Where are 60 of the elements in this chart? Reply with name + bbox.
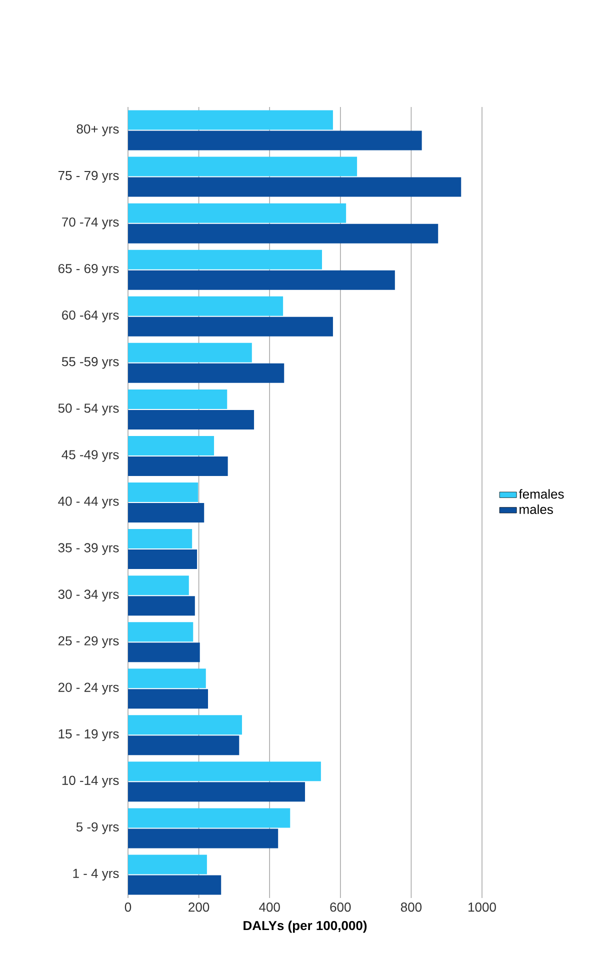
y-tick-label: 45 -49 yrs — [62, 450, 119, 462]
y-tick-label: 50 - 54 yrs — [58, 404, 119, 416]
bar — [128, 224, 438, 244]
bar — [128, 177, 462, 197]
bar — [128, 250, 322, 270]
x-tick-label: 400 — [259, 902, 280, 912]
y-tick-label: 15 - 19 yrs — [58, 729, 119, 742]
bar — [128, 529, 192, 549]
bar — [128, 270, 395, 290]
bar — [128, 576, 189, 596]
y-tick-label: 10 -14 yrs — [62, 776, 119, 788]
x-tick-label: 800 — [400, 902, 422, 912]
bar — [128, 782, 306, 802]
bar — [128, 156, 358, 176]
bar — [128, 316, 333, 336]
bar — [128, 110, 333, 130]
x-tick-label: 0 — [124, 902, 132, 912]
bar — [128, 436, 214, 456]
bar — [128, 203, 346, 223]
bar — [128, 762, 321, 782]
bar — [128, 503, 204, 523]
bar — [128, 715, 242, 735]
bar — [128, 456, 228, 476]
y-tick-label: 5 -9 yrs — [76, 822, 119, 834]
x-tick-label: 200 — [188, 902, 210, 912]
x-axis-title: DALYs (per 100,000) — [244, 920, 367, 933]
bar — [128, 689, 208, 709]
bar — [128, 596, 195, 616]
y-tick-label: 60 -64 yrs — [62, 310, 119, 322]
bar — [128, 828, 278, 848]
bar — [128, 875, 222, 895]
bar — [128, 622, 194, 642]
bar — [128, 642, 200, 662]
bar — [128, 482, 198, 502]
y-tick-label: 30 - 34 yrs — [58, 590, 119, 602]
y-tick-label: 65 - 69 yrs — [58, 264, 119, 276]
y-tick-label: 80+ yrs — [76, 124, 119, 136]
legend-label: females — [518, 489, 564, 499]
y-tick-label: 1 - 4 yrs — [73, 868, 119, 881]
bar — [128, 130, 422, 150]
x-tick-label: 1000 — [468, 902, 496, 912]
bar — [128, 550, 198, 570]
y-tick-label: 55 -59 yrs — [62, 357, 119, 369]
bar — [128, 854, 207, 874]
bar — [128, 363, 284, 383]
y-tick-label: 40 - 44 yrs — [58, 496, 119, 508]
bar — [128, 808, 290, 828]
y-tick-label: 70 -74 yrs — [62, 217, 119, 230]
bar — [128, 342, 252, 362]
bar — [128, 389, 228, 409]
bar — [128, 296, 284, 316]
bar — [128, 410, 254, 430]
legend-label: males — [520, 504, 553, 514]
y-tick-label: 25 - 29 yrs — [58, 636, 119, 648]
y-tick-label: 35 - 39 yrs — [58, 543, 119, 555]
y-tick-label: 75 - 79 yrs — [58, 170, 119, 183]
x-tick-label: 600 — [330, 902, 351, 912]
y-tick-label: 20 - 24 yrs — [58, 682, 119, 695]
bar — [128, 668, 206, 688]
bar — [128, 736, 240, 756]
